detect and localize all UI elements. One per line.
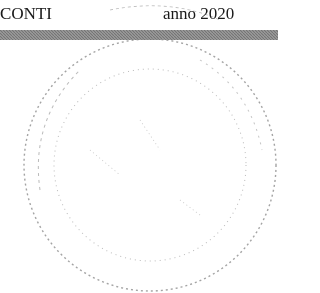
stamp-layer — [0, 0, 278, 293]
faded-stamp — [24, 6, 276, 291]
header-left: CONTI — [0, 4, 52, 24]
header-rule — [0, 30, 278, 40]
header-right: anno 2020 — [163, 4, 234, 24]
document-page: CONTI anno 2020 — [0, 0, 278, 293]
